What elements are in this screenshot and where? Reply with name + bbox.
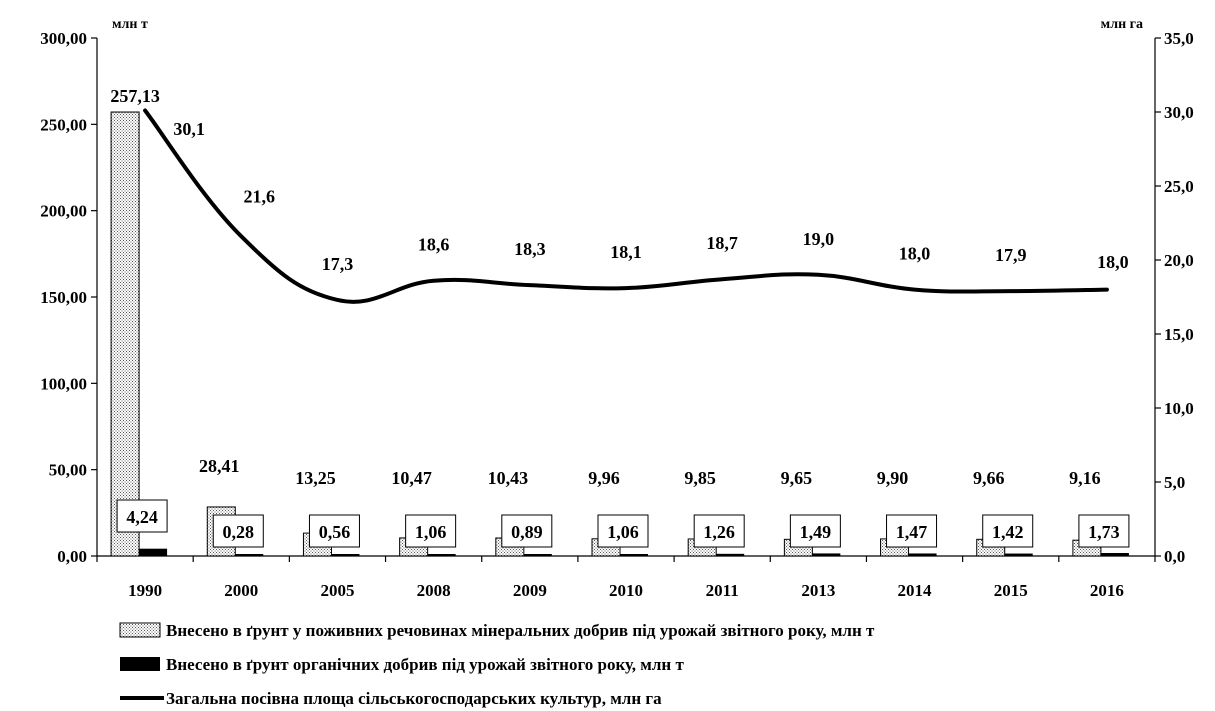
right-tick-label: 0,0 — [1164, 547, 1185, 566]
organic-bar — [620, 554, 648, 556]
organic-value-box — [597, 514, 649, 548]
organic-value-label: 1,06 — [415, 522, 447, 542]
x-tick-label: 2015 — [994, 581, 1028, 600]
left-tick-label: 100,00 — [40, 374, 87, 393]
organic-value-label: 0,28 — [223, 522, 255, 542]
mineral-value-label: 9,65 — [781, 468, 813, 488]
right-tick-label: 20,0 — [1164, 251, 1194, 270]
area-value-label: 19,0 — [803, 229, 835, 249]
area-value-label: 30,1 — [173, 119, 205, 139]
organic-value-label: 4,24 — [126, 507, 158, 527]
area-value-label: 17,3 — [322, 254, 354, 274]
mineral-value-label: 9,96 — [588, 468, 620, 488]
right-tick-label: 25,0 — [1164, 177, 1194, 196]
organic-value-box — [886, 514, 938, 548]
x-tick-label: 2016 — [1090, 581, 1124, 600]
x-tick-label: 2010 — [609, 581, 643, 600]
organic-value-label: 0,89 — [511, 522, 543, 542]
area-value-label: 17,9 — [995, 245, 1027, 265]
mineral-value-label: 28,41 — [199, 456, 240, 476]
organic-value-label: 1,73 — [1088, 522, 1120, 542]
organic-value-box — [693, 514, 745, 548]
mineral-value-label: 9,90 — [877, 468, 909, 488]
organic-bar — [716, 553, 745, 556]
organic-value-box — [1078, 514, 1130, 548]
right-tick-label: 5,0 — [1164, 473, 1185, 492]
right-tick-label: 15,0 — [1164, 325, 1194, 344]
right-tick-label: 30,0 — [1164, 103, 1194, 122]
x-tick-label: 2008 — [417, 581, 451, 600]
organic-value-box — [982, 514, 1034, 548]
mineral-value-label: 10,43 — [488, 468, 529, 488]
sown-area-line — [143, 108, 1109, 304]
organic-fertilizer-bars — [139, 548, 1129, 556]
mineral-bar — [110, 111, 140, 557]
organic-value-label: 1,26 — [703, 522, 735, 542]
legend-label-organic: Внесено в ґрунт органічних добрив під ур… — [166, 655, 684, 674]
mineral-value-label: 9,16 — [1069, 468, 1101, 488]
left-tick-label: 150,00 — [40, 288, 87, 307]
right-tick-label: 10,0 — [1164, 399, 1194, 418]
organic-bar — [523, 554, 552, 556]
left-tick-label: 50,00 — [49, 461, 87, 480]
legend-label-mineral: Внесено в ґрунт у поживних речовинах мін… — [166, 621, 875, 640]
organic-bar — [427, 554, 456, 556]
left-tick-label: 200,00 — [40, 202, 87, 221]
x-tick-label: 2013 — [801, 581, 835, 600]
organic-bar — [139, 548, 168, 556]
organic-value-box — [405, 514, 457, 548]
organic-value-label: 1,47 — [896, 522, 928, 542]
x-tick-label: 2014 — [898, 581, 933, 600]
mineral-value-label: 9,85 — [684, 468, 716, 488]
organic-value-label: 0,56 — [319, 522, 351, 542]
area-value-label: 18,6 — [418, 235, 450, 255]
left-tick-label: 0,00 — [57, 547, 87, 566]
organic-value-box — [212, 514, 264, 548]
x-tick-label: 1990 — [128, 581, 162, 600]
area-value-label: 18,7 — [706, 233, 738, 253]
legend-swatch-organic — [120, 657, 160, 671]
organic-value-label: 1,49 — [800, 522, 832, 542]
organic-value-box — [308, 514, 360, 548]
left-tick-label: 300,00 — [40, 29, 87, 48]
x-tick-label: 2009 — [513, 581, 547, 600]
mineral-fertilizer-bars — [110, 111, 1102, 557]
right-axis-ticks: 0,0 5,0 10,0 15,0 20,0 25,0 30,0 35,0 — [1155, 29, 1194, 566]
organic-bar — [1004, 553, 1033, 556]
legend: Внесено в ґрунт у поживних речовинах мін… — [119, 621, 875, 708]
left-axis-ticks: 0,00 50,00 100,00 150,00 200,00 250,00 300,00 — [40, 29, 97, 566]
organic-bar — [908, 553, 937, 556]
x-tick-label: 2000 — [224, 581, 258, 600]
organic-bar — [331, 554, 360, 556]
area-value-label: 18,1 — [610, 242, 642, 262]
organic-value-box — [789, 514, 841, 548]
mineral-value-label: 257,13 — [110, 86, 160, 106]
left-tick-label: 250,00 — [40, 115, 87, 134]
organic-bar — [235, 554, 264, 556]
organic-value-box — [116, 499, 168, 533]
organic-bar — [1100, 553, 1129, 556]
legend-swatch-mineral — [119, 622, 161, 638]
area-value-label: 18,0 — [899, 244, 931, 264]
x-axis-ticks: 1990 2000 2005 2008 2009 2010 2011 2013 2014 2015… — [96, 556, 1156, 600]
area-value-label: 21,6 — [244, 186, 276, 206]
organic-value-label: 1,06 — [607, 522, 639, 542]
mineral-value-label: 10,47 — [391, 468, 432, 488]
organic-value-box — [501, 514, 553, 548]
mineral-value-label: 9,66 — [973, 468, 1005, 488]
right-axis-unit: млн га — [1101, 17, 1143, 32]
x-tick-label: 2011 — [706, 581, 739, 600]
left-axis-unit: млн т — [112, 17, 148, 32]
legend-label-area: Загальна посівна площа сільськогосподарс… — [166, 689, 662, 708]
area-value-label: 18,0 — [1097, 252, 1129, 272]
organic-bar — [812, 553, 841, 556]
area-value-label: 18,3 — [514, 239, 546, 259]
data-labels: 257,13 28,41 13,25 10,47 10,43 9,96 9,85 9,65 9,… — [110, 86, 1130, 548]
mineral-value-label: 13,25 — [295, 468, 336, 488]
x-tick-label: 2005 — [320, 581, 354, 600]
right-tick-label: 35,0 — [1164, 29, 1194, 48]
organic-value-label: 1,42 — [992, 522, 1024, 542]
